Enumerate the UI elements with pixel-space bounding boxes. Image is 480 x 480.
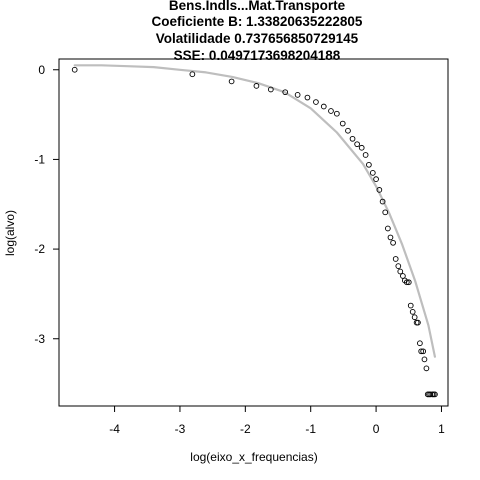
y-tick-label: 0 — [38, 63, 45, 77]
data-point — [420, 348, 427, 355]
data-point — [328, 108, 334, 114]
data-point — [373, 176, 379, 182]
x-tick-label: -1 — [305, 422, 316, 436]
data-point — [397, 268, 404, 275]
data-point — [387, 234, 394, 241]
x-tick-label: 0 — [373, 422, 380, 436]
y-tick-label: -1 — [34, 152, 45, 166]
data-point — [320, 103, 327, 110]
data-point — [369, 170, 376, 176]
x-tick-label: 1 — [438, 422, 445, 436]
data-point — [339, 120, 346, 127]
data-point — [415, 319, 421, 326]
data-point — [354, 141, 360, 148]
y-axis: 0 -1 -2 -3 — [34, 63, 59, 346]
data-point — [304, 94, 311, 101]
title-line-3: Volatilidade 0.737656850729145 — [156, 31, 359, 46]
data-point — [400, 273, 406, 279]
title-line-4: SSE: 0.0497173698204188 — [174, 48, 341, 63]
data-point — [253, 83, 260, 89]
y-axis-title: log(alvo) — [3, 210, 17, 256]
data-point — [409, 309, 416, 315]
data-point — [313, 99, 319, 105]
data-point — [385, 225, 391, 232]
x-axis: -4 -3 -2 -1 0 1 — [109, 406, 445, 436]
data-point — [349, 135, 356, 142]
data-point — [189, 71, 196, 78]
x-tick-label: -3 — [175, 422, 186, 436]
chart-title: Bens.Indls...Mat.Transporte Coeficiente … — [152, 0, 363, 63]
data-point — [294, 92, 301, 98]
data-point — [417, 340, 423, 347]
title-line-2: Coeficiente B: 1.33820635222805 — [152, 14, 363, 29]
fitted-curve — [73, 64, 436, 358]
data-point — [376, 187, 383, 193]
title-line-1: Bens.Indls...Mat.Transporte — [169, 0, 346, 13]
x-axis-title: log(eixo_x_frequencias) — [190, 450, 317, 464]
data-point — [71, 66, 78, 73]
x-tick-label: -2 — [240, 422, 251, 436]
data-point — [345, 127, 351, 134]
y-tick-label: -2 — [34, 242, 45, 256]
data-point — [395, 263, 402, 269]
data-point — [382, 209, 389, 216]
data-point — [407, 302, 414, 309]
data-point — [421, 356, 428, 363]
data-point — [432, 391, 438, 398]
plot-frame — [58, 58, 449, 407]
x-tick-label: -4 — [109, 422, 120, 436]
data-point — [423, 365, 430, 372]
data-point — [390, 239, 396, 246]
data-point — [228, 78, 235, 85]
data-point — [392, 256, 399, 262]
data-point — [267, 86, 274, 93]
data-point — [418, 348, 425, 355]
data-point — [366, 161, 372, 168]
data-point — [362, 152, 369, 158]
data-point — [282, 89, 289, 96]
data-point — [379, 198, 386, 205]
y-tick-label: -3 — [34, 332, 45, 346]
data-point — [405, 279, 412, 286]
data-point — [403, 279, 410, 286]
data-point — [334, 110, 340, 117]
series-layer — [71, 64, 438, 398]
data-point — [358, 144, 365, 151]
data-point — [411, 314, 418, 321]
